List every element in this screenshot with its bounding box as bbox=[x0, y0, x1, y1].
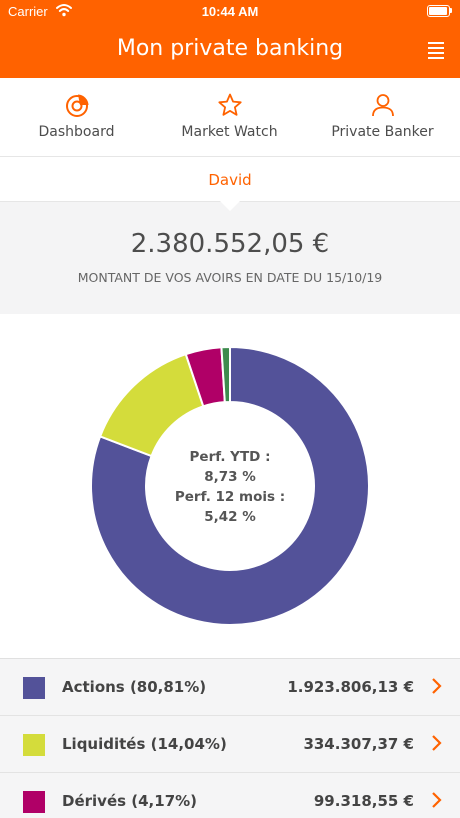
status-bar: Carrier 10:44 AM bbox=[0, 0, 460, 24]
allocation-value: 334.307,37 € bbox=[303, 735, 414, 753]
chevron-right-icon bbox=[432, 735, 442, 751]
legend-swatch bbox=[23, 734, 45, 756]
star-icon bbox=[217, 93, 242, 116]
allocation-row-liquidites[interactable]: Liquidités (14,04%) 334.307,37 € bbox=[0, 716, 460, 773]
donut-chart bbox=[90, 345, 370, 626]
legend-swatch bbox=[23, 791, 45, 813]
selector-caret bbox=[220, 201, 240, 211]
tab-market-watch-label: Market Watch bbox=[181, 124, 278, 140]
tab-dashboard[interactable]: Dashboard bbox=[0, 78, 153, 156]
allocation-row-derives[interactable]: Dérivés (4,17%) 99.318,55 € bbox=[0, 773, 460, 818]
clock: 10:44 AM bbox=[201, 4, 259, 19]
chevron-right-icon bbox=[432, 792, 442, 808]
tab-dashboard-label: Dashboard bbox=[38, 124, 115, 140]
user-selector[interactable]: David bbox=[0, 157, 460, 201]
battery-icon bbox=[427, 5, 452, 17]
allocation-value: 1.923.806,13 € bbox=[287, 678, 414, 696]
donut-slice-autres bbox=[220, 345, 231, 404]
allocation-row-actions[interactable]: Actions (80,81%) 1.923.806,13 € bbox=[0, 659, 460, 716]
tab-private-banker-label: Private Banker bbox=[331, 124, 434, 140]
tab-bar: Dashboard Market Watch Private Banker bbox=[0, 78, 460, 157]
perf-12m-value: 5,42 % bbox=[204, 509, 256, 525]
page-title: Mon private banking bbox=[116, 36, 344, 61]
donut-slice-actions bbox=[90, 345, 370, 626]
donut-slice-liquidites bbox=[98, 352, 205, 458]
person-icon bbox=[371, 94, 394, 117]
carrier-label: Carrier bbox=[8, 4, 48, 19]
user-name: David bbox=[208, 171, 252, 189]
performance-block: Perf. YTD : 8,73 % Perf. 12 mois : 5,42 … bbox=[130, 447, 330, 527]
tab-private-banker[interactable]: Private Banker bbox=[306, 78, 459, 156]
perf-ytd-label: Perf. YTD : bbox=[189, 449, 271, 465]
amount-caption: MONTANT DE VOS AVOIRS EN DATE DU 15/10/1… bbox=[77, 270, 383, 285]
tab-market-watch[interactable]: Market Watch bbox=[153, 78, 306, 156]
chevron-right-icon bbox=[432, 678, 442, 694]
legend-swatch bbox=[23, 677, 45, 699]
allocation-label: Actions (80,81%) bbox=[62, 678, 207, 696]
allocation-label: Liquidités (14,04%) bbox=[62, 735, 227, 753]
wifi-icon bbox=[56, 4, 72, 17]
allocation-value: 99.318,55 € bbox=[313, 792, 414, 810]
perf-ytd-value: 8,73 % bbox=[204, 469, 256, 485]
allocation-chart: Perf. YTD : 8,73 % Perf. 12 mois : 5,42 … bbox=[0, 314, 460, 658]
app-header: Carrier 10:44 AM Mon private banking bbox=[0, 0, 460, 78]
allocation-list: Actions (80,81%) 1.923.806,13 € Liquidit… bbox=[0, 658, 460, 818]
allocation-label: Dérivés (4,17%) bbox=[62, 792, 198, 810]
perf-12m-label: Perf. 12 mois : bbox=[174, 489, 286, 505]
dashboard-chart-icon bbox=[65, 94, 88, 117]
total-amount: 2.380.552,05 € bbox=[130, 229, 330, 259]
menu-icon[interactable] bbox=[424, 42, 444, 60]
portfolio-summary: 2.380.552,05 € MONTANT DE VOS AVOIRS EN … bbox=[0, 201, 460, 315]
